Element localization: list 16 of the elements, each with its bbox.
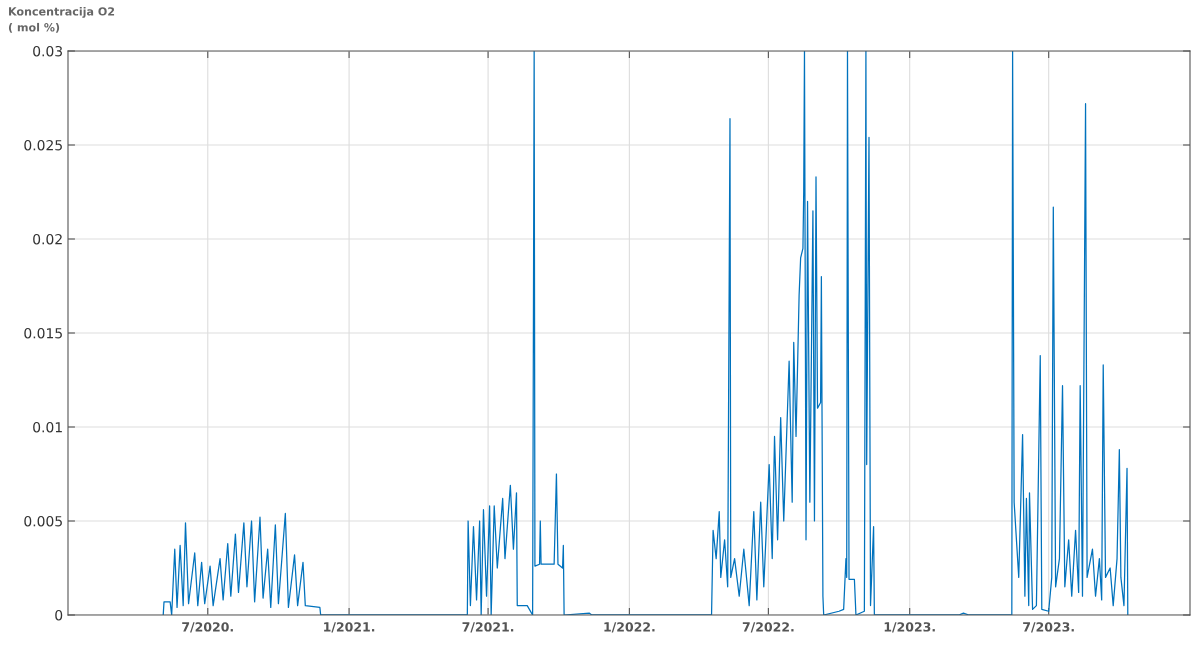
y-axis-title: Koncentracija O2 ( mol %) bbox=[8, 7, 115, 33]
y-tick-label: 0.01 bbox=[33, 421, 62, 433]
y-tick-label: 0.03 bbox=[33, 45, 63, 57]
x-tick-label: 1/2022. bbox=[604, 622, 655, 633]
y-tick-label: 0.005 bbox=[24, 515, 62, 527]
x-tick-label: 1/2023. bbox=[884, 622, 935, 633]
x-tick-label: 7/2020. bbox=[182, 622, 233, 633]
y-tick-label: 0 bbox=[55, 609, 63, 621]
y-tick-label: 0.02 bbox=[33, 233, 62, 245]
x-tick-label: 1/2021. bbox=[324, 622, 375, 633]
x-tick-label: 7/2021. bbox=[462, 622, 514, 633]
line-series bbox=[162, 51, 1129, 615]
x-tick-label: 7/2022. bbox=[742, 622, 794, 633]
y-tick-label: 0.015 bbox=[24, 327, 62, 339]
y-tick-label: 0.025 bbox=[24, 139, 62, 151]
x-tick-label: 7/2023. bbox=[1023, 622, 1074, 633]
